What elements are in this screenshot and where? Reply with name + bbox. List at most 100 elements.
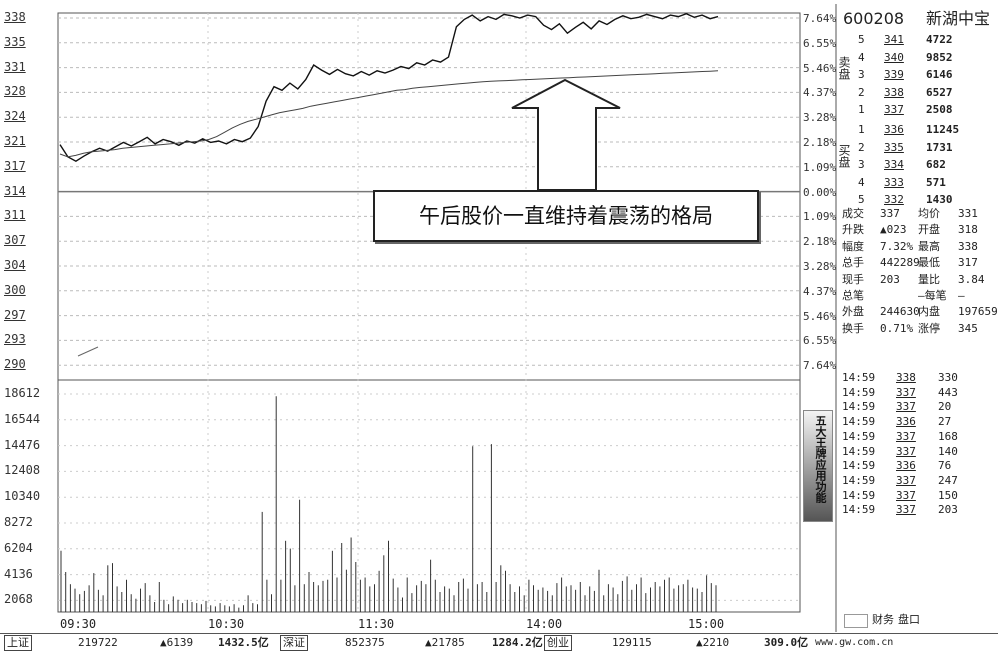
buy-side-label: 买盘 (837, 144, 851, 168)
chart-frame (57, 12, 801, 613)
stat-value: 203 (880, 272, 900, 286)
stat-value: 318 (958, 223, 978, 237)
tick-row: 14:59 337 168 (840, 429, 998, 445)
volume-tick-label: 6204 (4, 540, 33, 555)
stat-key: 升跌 (842, 223, 864, 237)
stat-value: 338 (958, 239, 978, 253)
bid-row: 1 336 11245 (840, 122, 998, 138)
price-tick-label: 338 (4, 10, 26, 24)
tick-volume: 247 (938, 473, 958, 487)
stat-key: —每笔 (918, 289, 947, 302)
volume-tick-label: 4136 (4, 566, 33, 581)
price-tick-label: 304 (4, 258, 26, 272)
stat-row: 总手 442289 最低 317 (840, 255, 998, 271)
panel-tabs: 财务 盘口 (840, 612, 998, 628)
site-url[interactable]: www.gw.com.cn (815, 637, 894, 648)
price-tick-label: 290 (4, 357, 26, 372)
stat-key: 换手 (842, 321, 864, 335)
ask-price: 337 (884, 103, 904, 116)
tick-volume: 20 (938, 400, 952, 414)
tick-price: 338 (896, 371, 916, 384)
ask-row: 4 340 9852 (840, 50, 998, 66)
ask-volume: 9852 (926, 50, 953, 64)
ask-level: 4 (858, 50, 865, 64)
stat-key: 涨停 (918, 321, 940, 335)
quote-header: 600208 新湖中宝 (840, 8, 998, 30)
bid-level: 3 (858, 158, 865, 171)
percent-tick-label: 5.46% (803, 309, 837, 323)
stat-key: 现手 (842, 272, 864, 286)
price-tick-label: 297 (4, 307, 26, 322)
shenzhen-label[interactable]: 深证 (280, 635, 308, 651)
tick-row: 14:59 337 203 (840, 502, 998, 518)
stat-row: 升跌 ▲023 开盘 318 (840, 222, 998, 238)
shenzhen-change: ▲21785 (425, 636, 465, 649)
quote-panel: 600208 新湖中宝 5 341 4722 4 340 9852 3 339 6146 2 338… (837, 8, 998, 628)
tick-volume: 27 (938, 415, 952, 429)
shanghai-label[interactable]: 上证 (4, 635, 32, 651)
side-tab-label: 五大王牌应用功能 (814, 415, 827, 503)
volume-tick-label: 16544 (4, 411, 41, 426)
time-tick-label: 11:30 (358, 617, 395, 631)
bid-row: 2 335 1731 (840, 140, 998, 156)
tick-time: 14:59 (842, 459, 876, 473)
stat-value: 345 (958, 321, 978, 335)
stat-key: 量比 (918, 272, 940, 286)
tick-price: 336 (896, 459, 916, 473)
annotation-callout: 午后股价一直维持着震荡的格局 (373, 190, 759, 242)
ask-volume: 4722 (926, 33, 953, 46)
average-price-line (59, 70, 719, 158)
stat-key: 最低 (918, 256, 940, 270)
ask-price: 338 (884, 85, 904, 99)
tick-time: 14:59 (842, 385, 876, 399)
tick-time: 14:59 (842, 503, 876, 517)
tick-price: 337 (896, 429, 916, 443)
tick-time: 14:59 (842, 429, 876, 443)
tab-finance[interactable]: 财务 (872, 613, 894, 626)
percent-tick-label: 7.64% (803, 12, 837, 25)
ask-level: 5 (858, 33, 865, 46)
price-tick-label: 324 (4, 109, 26, 124)
bid-price: 333 (884, 175, 904, 189)
ask-volume: 6146 (926, 68, 953, 81)
stat-row: 现手 203 量比 3.84 (840, 272, 998, 288)
shanghai-volume: 219722 (78, 636, 118, 649)
price-tick-label: 335 (4, 34, 26, 49)
stat-row: 外盘 244630 内盘 197659 (840, 304, 998, 320)
chinext-label[interactable]: 创业 (544, 635, 572, 651)
tick-price: 337 (896, 400, 916, 414)
tick-volume: 330 (938, 371, 958, 384)
side-function-tab[interactable]: 五大王牌应用功能 (803, 410, 833, 522)
bid-volume: 682 (926, 158, 946, 171)
percent-tick-label: 1.09% (803, 160, 837, 174)
stat-value: 197659 (958, 305, 998, 319)
bid-volume: 571 (926, 175, 946, 189)
price-tick-label: 328 (4, 84, 26, 99)
tick-volume: 140 (938, 444, 958, 458)
tab-port[interactable]: 盘口 (898, 613, 920, 626)
time-tick-label: 09:30 (60, 617, 97, 631)
bid-level: 4 (858, 175, 865, 189)
ask-row: 5 341 4722 (840, 32, 998, 48)
percent-tick-label: 3.28% (803, 260, 837, 273)
stat-key: 成交 (842, 207, 864, 220)
percent-tick-label: 5.46% (803, 61, 837, 75)
stat-value: 244630 (880, 305, 920, 319)
tick-row: 14:59 336 76 (840, 458, 998, 474)
tick-row: 14:59 338 330 (840, 370, 998, 386)
stat-key: 内盘 (918, 305, 940, 319)
stock-code: 600208 (843, 9, 905, 28)
ask-price: 339 (884, 68, 904, 81)
shenzhen-volume: 852375 (345, 636, 385, 649)
chart-icon[interactable] (844, 614, 868, 628)
limit-marker (77, 346, 99, 357)
stat-key: 总笔 (842, 289, 864, 302)
tick-time: 14:59 (842, 371, 876, 384)
tick-price: 337 (896, 503, 916, 517)
price-tick-label: 314 (4, 183, 26, 198)
stat-row: 成交 337 均价 331 (840, 206, 998, 222)
price-tick-label: 300 (4, 282, 26, 297)
tick-time: 14:59 (842, 473, 876, 487)
percent-tick-label: 3.28% (803, 111, 837, 125)
volume-tick-label: 10340 (4, 489, 41, 504)
